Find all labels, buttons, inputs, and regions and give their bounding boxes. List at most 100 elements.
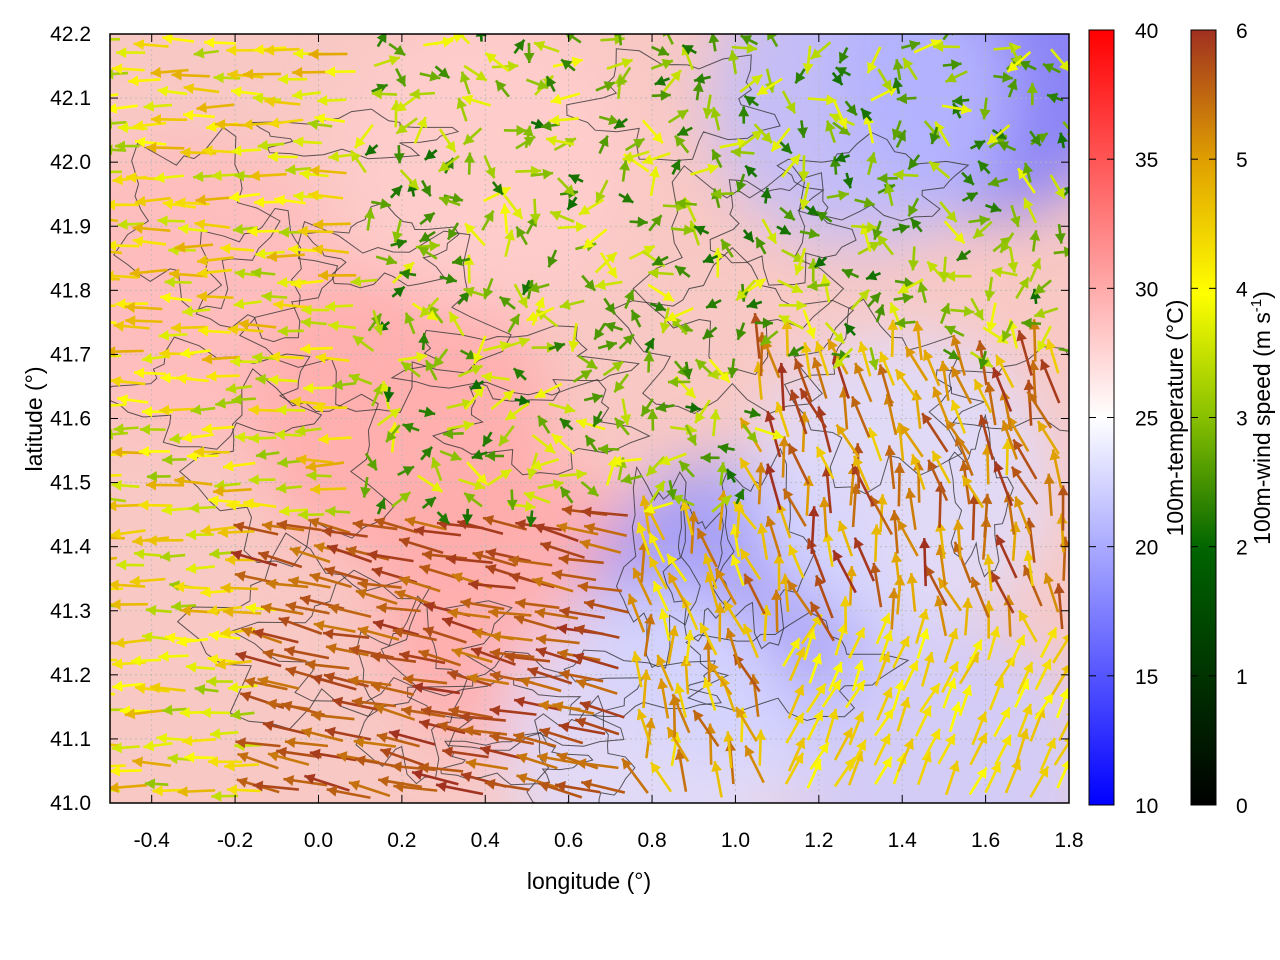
wind-arrow bbox=[1036, 420, 1060, 455]
wind-arrow bbox=[536, 752, 580, 765]
wind-arrow bbox=[696, 527, 718, 568]
wind-arrow bbox=[110, 782, 148, 793]
wind-arrow bbox=[547, 249, 558, 268]
wind-arrow bbox=[522, 125, 534, 149]
wind-arrow bbox=[950, 305, 975, 317]
wind-arrow bbox=[209, 728, 239, 740]
wind-arrow bbox=[457, 34, 471, 45]
wind-arrow bbox=[961, 171, 975, 186]
wind-arrow bbox=[267, 750, 310, 766]
wind-arrow bbox=[896, 696, 911, 732]
wind-arrow bbox=[371, 88, 398, 100]
wind-arrow bbox=[939, 201, 958, 223]
wind-arrow bbox=[777, 279, 804, 294]
wind-arrow bbox=[779, 140, 793, 155]
wind-arrow bbox=[519, 676, 562, 693]
wind-arrow bbox=[659, 307, 671, 334]
y-axis-title: latitude (°) bbox=[21, 366, 47, 471]
wind-arrow bbox=[376, 732, 420, 748]
wind-arrow bbox=[854, 197, 876, 208]
wind-arrow bbox=[666, 480, 677, 500]
wind-arrow bbox=[116, 559, 145, 571]
wind-arrow bbox=[483, 155, 496, 179]
wind-arrow bbox=[195, 194, 234, 206]
wind-arrow bbox=[375, 254, 398, 266]
wind-arrow bbox=[631, 651, 643, 688]
wind-arrow bbox=[421, 179, 432, 197]
wind-arrow bbox=[352, 519, 398, 531]
wind-arrow bbox=[446, 398, 474, 410]
wind-arrow bbox=[352, 334, 375, 353]
wind-arrow bbox=[404, 516, 447, 531]
wind-arrow bbox=[111, 479, 140, 491]
wind-arrow bbox=[852, 455, 871, 491]
wind-arrow bbox=[328, 150, 357, 162]
wind-arrow bbox=[787, 345, 805, 358]
wind-arrow bbox=[332, 379, 356, 391]
wind-arrow bbox=[923, 349, 941, 387]
wind-arrow bbox=[813, 256, 828, 269]
wind-arrow bbox=[394, 94, 420, 113]
wind-arrow bbox=[953, 519, 964, 560]
wind-arrow bbox=[793, 358, 813, 403]
wind-arrow bbox=[110, 743, 119, 747]
wind-arrow bbox=[310, 483, 347, 495]
wind-arrow bbox=[194, 446, 230, 458]
wind-arrow bbox=[674, 375, 697, 399]
wind-arrow bbox=[133, 39, 169, 50]
wind-arrow bbox=[357, 625, 400, 641]
wind-arrow bbox=[252, 780, 299, 792]
wind-arrow bbox=[831, 71, 844, 86]
wind-arrow bbox=[1002, 438, 1013, 476]
wind-arrow bbox=[568, 173, 584, 185]
wind-arrow bbox=[927, 459, 949, 502]
wind-arrow bbox=[944, 760, 960, 796]
wind-arrow bbox=[1017, 703, 1033, 738]
wind-arrow bbox=[922, 728, 942, 760]
wind-arrow bbox=[481, 210, 495, 231]
wind-arrow bbox=[611, 455, 642, 467]
wind-arrow bbox=[735, 706, 758, 742]
wind-arrow bbox=[255, 248, 285, 260]
wind-arrow bbox=[297, 509, 325, 521]
x-tick-label: 0.8 bbox=[637, 829, 666, 852]
wind-arrow bbox=[1039, 737, 1057, 771]
wind-arrow bbox=[269, 351, 304, 363]
wind-arrow bbox=[833, 100, 848, 130]
wind-arrow bbox=[575, 418, 606, 431]
wind-arrow bbox=[640, 669, 652, 709]
wind-arrow bbox=[134, 136, 167, 148]
wind-arrow bbox=[110, 321, 117, 325]
wind-arrow bbox=[215, 658, 252, 670]
wind-arrow bbox=[540, 120, 561, 131]
wind-arrow bbox=[901, 659, 919, 691]
wind-arrow bbox=[693, 225, 710, 236]
wind-arrow bbox=[422, 626, 467, 644]
wind-arrow bbox=[648, 556, 668, 590]
wind-arrow bbox=[538, 781, 583, 799]
wind-arrow bbox=[383, 386, 395, 403]
wind-arrow bbox=[597, 443, 620, 455]
x-tick-label: 0.0 bbox=[304, 829, 333, 852]
wind-arrow bbox=[778, 314, 804, 330]
wind-arrow bbox=[419, 70, 441, 82]
wind-arrow bbox=[170, 322, 207, 334]
wind-arrow bbox=[110, 93, 119, 97]
wind-arrow bbox=[572, 652, 619, 670]
wind-arrow bbox=[370, 681, 415, 696]
wind-arrow bbox=[1022, 162, 1034, 183]
wind-arrow bbox=[744, 164, 758, 178]
wind-arrow bbox=[197, 267, 232, 279]
wind-arrow bbox=[135, 195, 171, 207]
wind-arrow bbox=[179, 347, 211, 359]
wind-arrow bbox=[376, 407, 402, 427]
y-tick-label: 41.1 bbox=[50, 728, 91, 751]
wind-arrow bbox=[714, 602, 726, 642]
wind-arrow bbox=[397, 351, 428, 363]
wind-arrow bbox=[183, 109, 215, 121]
wind-arrow bbox=[993, 71, 1013, 83]
wind-arrow bbox=[458, 478, 486, 491]
wind-arrow bbox=[188, 502, 216, 514]
wind-arrow bbox=[892, 635, 911, 669]
wind-arrow bbox=[181, 432, 214, 443]
